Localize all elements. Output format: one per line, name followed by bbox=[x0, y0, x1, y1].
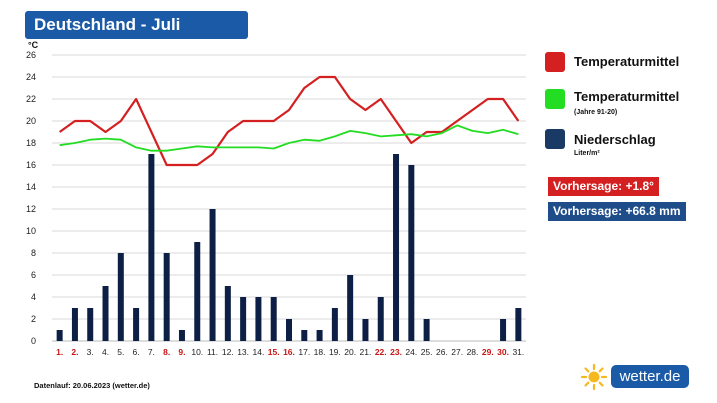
temperature-lines bbox=[59, 75, 520, 167]
x-tick-13.: 13. bbox=[237, 347, 249, 357]
legend-avg-sub: (Jahre 91-20) bbox=[574, 109, 618, 116]
bar-2. bbox=[71, 308, 78, 341]
bar-18. bbox=[316, 330, 323, 341]
legend-precip-label: Niederschlag bbox=[574, 132, 656, 147]
x-tick-25.: 25. bbox=[421, 347, 433, 357]
bar-10. bbox=[194, 242, 201, 341]
bar-22. bbox=[377, 297, 384, 341]
bar-3. bbox=[87, 308, 94, 341]
bar-9. bbox=[178, 330, 185, 341]
y-tick-2: 2 bbox=[31, 314, 36, 324]
x-tick-8.: 8. bbox=[163, 347, 170, 357]
y-tick-22: 22 bbox=[26, 94, 36, 104]
bar-23. bbox=[393, 154, 400, 341]
x-tick-31.: 31. bbox=[512, 347, 524, 357]
brand-name: wetter.de bbox=[611, 365, 689, 388]
bar-15. bbox=[270, 297, 277, 341]
bar-7. bbox=[148, 154, 155, 341]
x-tick-19.: 19. bbox=[329, 347, 341, 357]
legend-temp-swatch bbox=[545, 52, 565, 72]
bar-30. bbox=[500, 319, 507, 341]
line-temperature bbox=[59, 75, 520, 167]
x-tick-28.: 28. bbox=[467, 347, 479, 357]
y-tick-12: 12 bbox=[26, 204, 36, 214]
legend-avg-label: Temperaturmittel bbox=[574, 89, 680, 104]
x-tick-15.: 15. bbox=[268, 347, 280, 357]
x-tick-27.: 27. bbox=[451, 347, 463, 357]
x-tick-16.: 16. bbox=[283, 347, 295, 357]
bar-21. bbox=[362, 319, 369, 341]
brand-logo[interactable]: wetter.de bbox=[578, 363, 690, 391]
bar-6. bbox=[133, 308, 140, 341]
y-tick-4: 4 bbox=[31, 292, 36, 302]
forecast-precip-badge: Vorhersage: +66.8 mm bbox=[548, 202, 686, 221]
x-tick-21.: 21. bbox=[360, 347, 372, 357]
bar-13. bbox=[240, 297, 247, 341]
x-tick-10.: 10. bbox=[191, 347, 203, 357]
bar-16. bbox=[286, 319, 292, 341]
x-tick-9.: 9. bbox=[178, 347, 185, 357]
bar-12. bbox=[224, 286, 231, 341]
x-tick-11.: 11. bbox=[207, 347, 218, 357]
x-tick-22.: 22. bbox=[375, 347, 387, 357]
bar-20. bbox=[347, 275, 354, 341]
x-tick-20.: 20. bbox=[344, 347, 356, 357]
x-tick-14.: 14. bbox=[253, 347, 265, 357]
x-tick-12.: 12. bbox=[222, 347, 234, 357]
y-tick-6: 6 bbox=[31, 270, 36, 280]
bar-11. bbox=[209, 209, 216, 341]
y-tick-20: 20 bbox=[26, 116, 36, 126]
sun-icon bbox=[580, 363, 608, 391]
x-tick-17.: 17. bbox=[298, 347, 310, 357]
bar-31. bbox=[515, 308, 522, 341]
bar-8. bbox=[163, 253, 170, 341]
x-tick-18.: 18. bbox=[314, 347, 326, 357]
x-tick-2.: 2. bbox=[71, 347, 78, 357]
y-tick-16: 16 bbox=[26, 160, 36, 170]
bar-5. bbox=[117, 253, 124, 341]
legend-temp-label: Temperaturmittel bbox=[574, 54, 680, 69]
bar-4. bbox=[102, 286, 109, 341]
x-tick-3.: 3. bbox=[87, 347, 94, 357]
x-tick-7.: 7. bbox=[148, 347, 155, 357]
x-tick-5.: 5. bbox=[117, 347, 124, 357]
chart-title: Deutschland - Juli bbox=[25, 11, 248, 39]
bar-19. bbox=[331, 308, 338, 341]
x-tick-6.: 6. bbox=[133, 347, 140, 357]
bar-17. bbox=[301, 330, 308, 341]
line-temperature-average bbox=[59, 124, 519, 152]
x-tick-1.: 1. bbox=[56, 347, 63, 357]
y-tick-10: 10 bbox=[26, 226, 36, 236]
bar-24. bbox=[408, 165, 415, 341]
y-tick-8: 8 bbox=[31, 248, 36, 258]
x-tick-29.: 29. bbox=[482, 347, 494, 357]
x-tick-24.: 24. bbox=[405, 347, 417, 357]
y-tick-18: 18 bbox=[26, 138, 36, 148]
y-tick-24: 24 bbox=[26, 72, 36, 82]
x-tick-23.: 23. bbox=[390, 347, 402, 357]
footer-data-run: Datenlauf: 20.06.2023 (wetter.de) bbox=[34, 381, 150, 390]
y-tick-14: 14 bbox=[26, 182, 36, 192]
legend-avg-swatch bbox=[545, 89, 565, 109]
x-tick-30.: 30. bbox=[497, 347, 509, 357]
precipitation-bars bbox=[56, 154, 522, 341]
bar-25. bbox=[423, 319, 430, 341]
bar-1. bbox=[56, 330, 63, 341]
x-tick-labels: 1. 2. 3. 4. 5. 6. 7. 8. 9. 10. 11. 12. 13. 14. 15. 16. 1… bbox=[56, 347, 524, 357]
bar-14. bbox=[255, 297, 262, 341]
y-tick-26: 26 bbox=[26, 50, 36, 60]
x-tick-4.: 4. bbox=[102, 347, 109, 357]
legend-precip-sub: Liter/m² bbox=[574, 150, 600, 157]
x-tick-26.: 26. bbox=[436, 347, 448, 357]
y-axis-label: °C bbox=[28, 40, 39, 50]
legend-precip-swatch bbox=[545, 129, 565, 149]
y-tick-0: 0 bbox=[31, 336, 36, 346]
forecast-temp-badge: Vorhersage: +1.8° bbox=[548, 177, 659, 196]
